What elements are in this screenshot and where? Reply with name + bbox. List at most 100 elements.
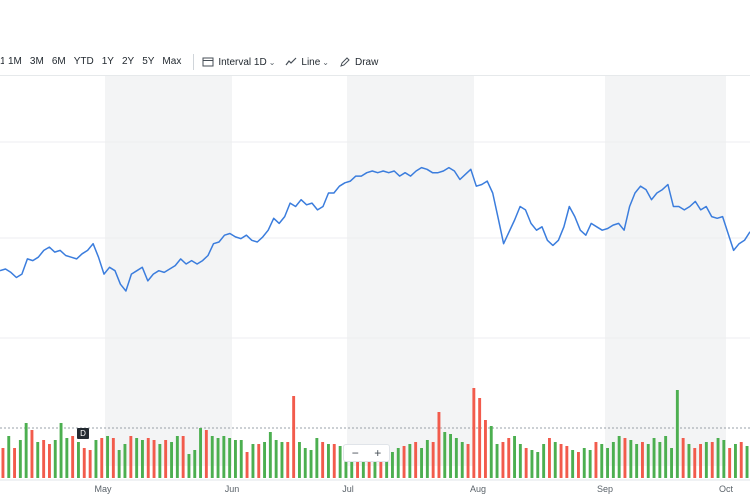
volume-bar [141, 440, 144, 478]
line-chart-icon [285, 57, 297, 66]
x-tick-label-aug: Aug [469, 484, 487, 494]
volume-bar [77, 442, 80, 478]
volume-bar [129, 436, 133, 478]
volume-bar [228, 438, 232, 478]
volume-bar [373, 446, 377, 478]
volume-bar [193, 450, 197, 478]
volume-bar [530, 450, 534, 478]
volume-bar [414, 442, 418, 478]
toolbar-divider-line [0, 75, 750, 76]
zoom-in-button[interactable]: + [374, 446, 382, 460]
volume-bar [623, 438, 627, 478]
volume-bar [71, 436, 75, 478]
volume-bar [693, 448, 697, 478]
draw-label: Draw [355, 56, 379, 68]
volume-bar [53, 440, 57, 478]
interval-icon [202, 57, 214, 67]
volume-bar [443, 432, 447, 478]
month-band [347, 76, 474, 466]
volume-bar [385, 450, 389, 478]
volume-bar [309, 450, 313, 478]
month-band [605, 76, 726, 466]
volume-bar [327, 444, 330, 478]
range-ytd[interactable]: YTD [73, 56, 94, 67]
volume-bar [210, 436, 214, 478]
zoom-control: − + [343, 444, 390, 462]
volume-bar [315, 438, 319, 478]
volume-bar [257, 444, 261, 478]
volume-bar [274, 440, 278, 478]
volume-bar [123, 444, 127, 478]
volume-bar [286, 442, 290, 478]
volume-bar [24, 423, 28, 478]
x-tick-label-oct: Oct [718, 484, 734, 494]
toolbar-divider [193, 54, 195, 70]
volume-bar [478, 398, 482, 478]
volume-bar [135, 438, 139, 478]
x-tick-label-jul: Jul [342, 484, 354, 494]
volume-bar [548, 438, 551, 478]
volume-bar [571, 450, 575, 478]
range-5y[interactable]: 5Y [142, 56, 155, 67]
chart-type-dropdown[interactable]: Line ⌄ [285, 50, 329, 74]
volume-bar [594, 442, 598, 478]
zoom-out-button[interactable]: − [351, 446, 359, 460]
volume-bar [152, 440, 156, 478]
volume-bar [361, 448, 365, 478]
volume-bar [100, 438, 104, 478]
range-1d[interactable]: 1D [0, 56, 4, 67]
volume-bar [681, 438, 685, 478]
volume-bar [472, 388, 476, 478]
volume-bar [30, 430, 34, 478]
volume-bar [222, 436, 226, 478]
chart-type-label: Line [301, 56, 321, 68]
volume-bar [181, 436, 185, 478]
range-3m[interactable]: 3M [29, 56, 44, 67]
volume-bar [367, 450, 371, 478]
volume-bar [146, 438, 150, 478]
interval-dropdown[interactable]: Interval 1D ⌄ [202, 50, 275, 74]
x-tick-label-sep: Sep [596, 484, 614, 494]
volume-bar [710, 442, 714, 478]
volume-bar [716, 438, 720, 478]
volume-bar [611, 442, 615, 478]
volume-bar [565, 446, 569, 478]
volume-bar [518, 444, 522, 478]
volume-bar [489, 426, 493, 478]
volume-bar [338, 446, 342, 478]
chevron-down-icon: ⌄ [268, 57, 276, 67]
draw-button[interactable]: Draw [339, 50, 378, 74]
volume-bar [425, 440, 429, 478]
volume-bar [582, 448, 586, 478]
volume-bar [675, 390, 679, 478]
volume-bar [350, 450, 354, 478]
volume-bar [646, 444, 650, 478]
range-max[interactable]: Max [162, 56, 182, 67]
price-volume-chart[interactable] [0, 76, 750, 500]
x-tick-label-jun: Jun [224, 484, 240, 494]
range-1y[interactable]: 1Y [101, 56, 114, 67]
volume-bar [321, 442, 325, 478]
volume-bar [408, 444, 412, 478]
volume-bar [745, 446, 749, 478]
volume-bar [536, 452, 540, 478]
volume-bar [106, 436, 109, 478]
volume-bar [332, 444, 336, 478]
volume-bar [658, 442, 662, 478]
volume-bar [635, 444, 639, 478]
chart-toolbar: 1D 1M 3M 6M YTD 1Y 2Y 5Y Max Interval 1D… [0, 50, 750, 74]
volume-period-badge: D [77, 428, 89, 439]
volume-bar [734, 444, 737, 478]
range-1m[interactable]: 1M [8, 56, 22, 67]
range-2y[interactable]: 2Y [121, 56, 135, 67]
volume-bar [88, 450, 92, 478]
volume-bar [187, 454, 191, 478]
volume-bar [629, 440, 633, 478]
volume-bar [36, 442, 40, 478]
volume-bar [600, 444, 604, 478]
volume-bar [245, 452, 249, 478]
volume-bar [728, 448, 732, 478]
volume-bar [402, 446, 406, 478]
volume-bar [292, 396, 296, 478]
range-6m[interactable]: 6M [51, 56, 66, 67]
